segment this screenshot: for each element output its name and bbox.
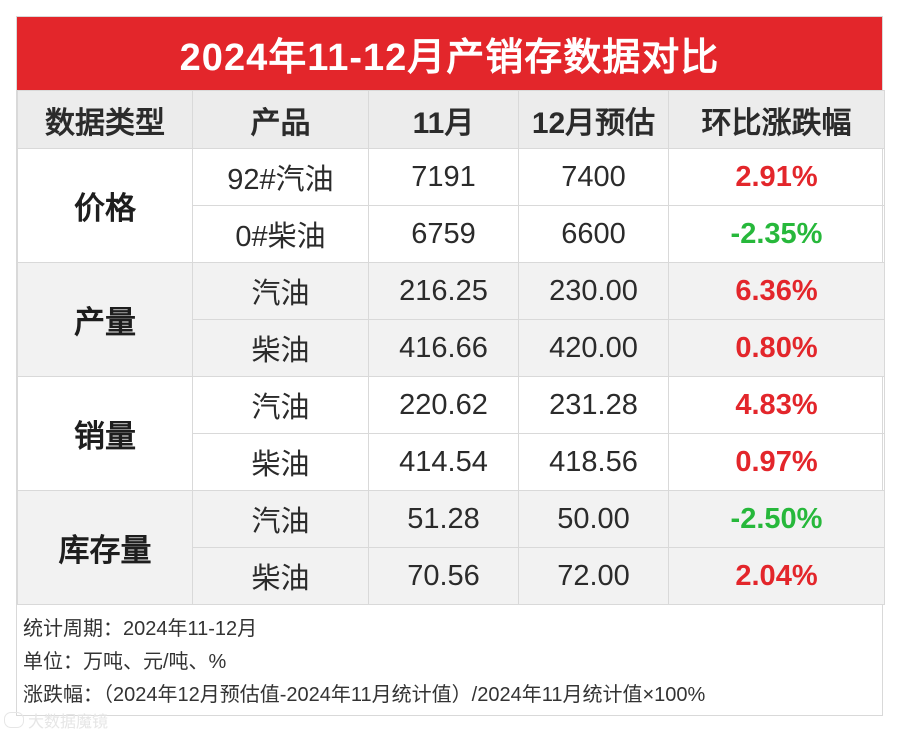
table-row: 库存量 汽油 51.28 50.00 -2.50%: [17, 490, 885, 605]
dec-value: 420.00: [518, 319, 669, 377]
product-cell: 92#汽油: [192, 148, 369, 206]
table-row: 销量 汽油 220.62 231.28 4.83%: [17, 376, 885, 491]
table-row: 柴油 414.54 418.56 0.97%: [18, 433, 885, 491]
dec-value: 231.28: [518, 376, 669, 434]
table-row: 柴油 416.66 420.00 0.80%: [18, 319, 885, 377]
product-cell: 汽油: [192, 376, 369, 434]
table-row: 价格 92#汽油 7191 7400 2.91%: [17, 148, 885, 263]
nov-value: 7191: [368, 148, 519, 206]
nov-value: 6759: [368, 205, 519, 263]
nov-value: 414.54: [368, 433, 519, 491]
change-value: -2.35%: [668, 205, 885, 263]
watermark-logo-icon: [4, 712, 24, 728]
data-table-card: 2024年11-12月产销存数据对比 数据类型 产品 11月 12月预估 环比涨…: [16, 16, 885, 716]
header-change: 环比涨跌幅: [668, 90, 885, 149]
dec-value: 418.56: [518, 433, 669, 491]
product-cell: 汽油: [192, 262, 369, 320]
category-cell: 产量: [17, 262, 193, 377]
nov-value: 70.56: [368, 547, 519, 605]
note-period: 统计周期：2024年11-12月: [23, 618, 258, 640]
change-value: 6.36%: [668, 262, 885, 320]
category-cell: 销量: [17, 376, 193, 491]
header-product: 产品: [192, 90, 369, 149]
nov-value: 51.28: [368, 490, 519, 548]
note-formula: 涨跌幅：（2024年12月预估值-2024年11月统计值）/2024年11月统计…: [23, 684, 706, 706]
product-cell: 汽油: [192, 490, 369, 548]
dec-value: 50.00: [518, 490, 669, 548]
product-cell: 柴油: [192, 319, 369, 377]
note-unit: 单位：万吨、元/吨、%: [23, 651, 227, 673]
nov-value: 216.25: [368, 262, 519, 320]
watermark-text: 大数据魔镜: [28, 714, 109, 731]
category-cell: 库存量: [17, 490, 193, 605]
change-value: -2.50%: [668, 490, 885, 548]
dec-value: 230.00: [518, 262, 669, 320]
dec-value: 6600: [518, 205, 669, 263]
change-value: 2.04%: [668, 547, 885, 605]
product-cell: 柴油: [192, 433, 369, 491]
table-row: 柴油 70.56 72.00 2.04%: [18, 547, 885, 605]
dec-value: 72.00: [518, 547, 669, 605]
table-title: 2024年11-12月产销存数据对比: [17, 17, 882, 90]
change-value: 0.80%: [668, 319, 885, 377]
table-row: 产量 汽油 216.25 230.00 6.36%: [17, 262, 885, 377]
change-value: 0.97%: [668, 433, 885, 491]
product-cell: 0#柴油: [192, 205, 369, 263]
product-cell: 柴油: [192, 547, 369, 605]
dec-value: 7400: [518, 148, 669, 206]
category-cell: 价格: [17, 148, 193, 263]
header-dec: 12月预估: [518, 90, 669, 149]
change-value: 4.83%: [668, 376, 885, 434]
footnotes: 统计周期：2024年11-12月 单位：万吨、元/吨、% 涨跌幅：（2024年1…: [23, 613, 705, 712]
nov-value: 416.66: [368, 319, 519, 377]
header-row: 数据类型 产品 11月 12月预估 环比涨跌幅: [17, 90, 885, 149]
comparison-table: 数据类型 产品 11月 12月预估 环比涨跌幅 价格 92#汽油 7191 74…: [17, 90, 885, 605]
change-value: 2.91%: [668, 148, 885, 206]
header-nov: 11月: [368, 90, 519, 149]
header-type: 数据类型: [17, 90, 193, 149]
nov-value: 220.62: [368, 376, 519, 434]
watermark: 大数据魔镜: [4, 708, 108, 732]
